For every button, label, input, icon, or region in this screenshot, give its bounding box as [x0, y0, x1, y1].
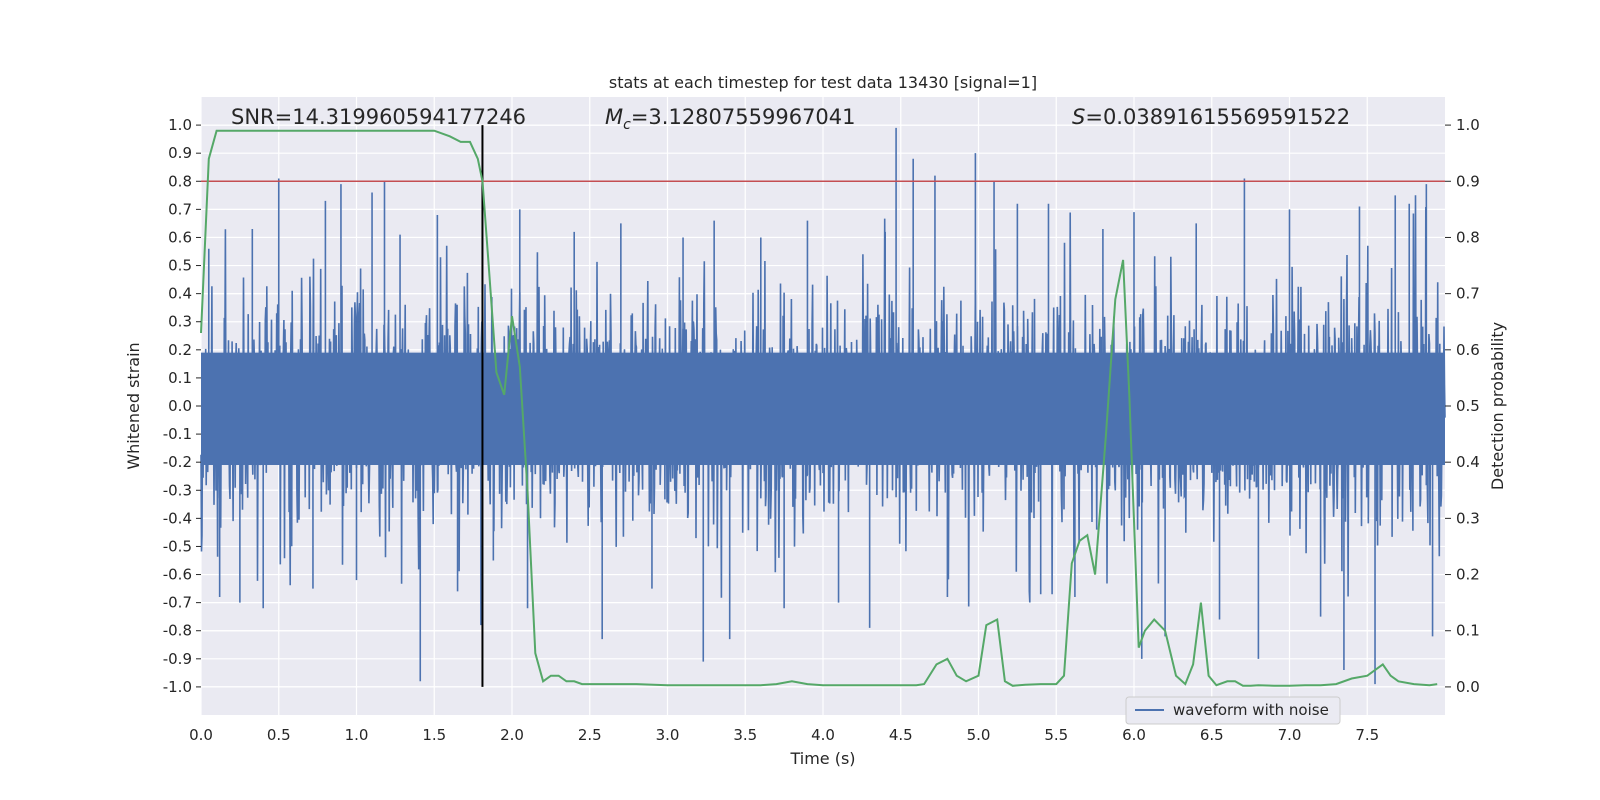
- y-tick-label-left: 0.4: [168, 285, 192, 303]
- y-tick-label-right: 0.9: [1456, 172, 1480, 190]
- x-tick-label: 1.0: [345, 726, 369, 744]
- snr-annotation: SNR=14.319960594177246: [231, 105, 526, 129]
- y-tick-label-right: 1.0: [1456, 116, 1480, 134]
- s-annotation: S=0.03891615569591522: [1072, 105, 1350, 129]
- y-tick-label-left: 0.3: [168, 313, 192, 331]
- x-tick-label: 5.0: [967, 726, 991, 744]
- x-tick-label: 6.0: [1122, 726, 1146, 744]
- waveform-core-band: [201, 352, 1445, 465]
- detection-probability-line: [200, 129, 1438, 687]
- y-tick-label-left: -0.8: [163, 622, 192, 640]
- legend: waveform with noise: [1125, 696, 1341, 725]
- y-tick-label-right: 0.0: [1456, 678, 1480, 696]
- y-tick-label-left: -0.4: [163, 509, 192, 527]
- y-tick-label-right: 0.6: [1456, 341, 1480, 359]
- y-tick-label-left: 0.7: [168, 200, 192, 218]
- mc-value: =3.12807559967041: [631, 105, 856, 129]
- x-tick-label: 3.0: [656, 726, 680, 744]
- y-tick-label-left: 0.1: [168, 369, 192, 387]
- y-tick-label-left: -0.2: [163, 453, 192, 471]
- mc-subscript: c: [623, 117, 631, 133]
- y-tick-label-left: -0.5: [163, 537, 192, 555]
- x-tick-label: 6.5: [1200, 726, 1224, 744]
- y-tick-label-right: 0.4: [1456, 453, 1480, 471]
- y-tick-label-left: 0.9: [168, 144, 192, 162]
- y-axis-label-left: Whitened strain: [124, 342, 143, 469]
- y-tick-label-left: -0.9: [163, 650, 192, 668]
- y-tick-label-left: 0.5: [168, 257, 192, 275]
- waveform-series: [200, 127, 1446, 685]
- x-tick-label: 2.5: [578, 726, 602, 744]
- x-tick-label: 4.0: [811, 726, 835, 744]
- x-tick-label: 1.5: [422, 726, 446, 744]
- y-tick-label-left: 1.0: [168, 116, 192, 134]
- y-tick-label-right: 0.2: [1456, 566, 1480, 584]
- y-tick-label-left: 0.8: [168, 172, 192, 190]
- x-tick-label: 0.0: [189, 726, 213, 744]
- x-tick-label: 3.5: [733, 726, 757, 744]
- y-tick-label-right: 0.8: [1456, 228, 1480, 246]
- y-tick-label-left: 0.2: [168, 341, 192, 359]
- mc-symbol: M: [605, 105, 623, 129]
- x-tick-label: 4.5: [889, 726, 913, 744]
- y-tick-label-left: -0.6: [163, 566, 192, 584]
- x-tick-label: 7.5: [1355, 726, 1379, 744]
- y-tick-label-left: 0.0: [168, 397, 192, 415]
- y-tick-label-right: 0.1: [1456, 622, 1480, 640]
- y-tick-label-left: -0.1: [163, 425, 192, 443]
- x-axis-label: Time (s): [789, 749, 855, 768]
- chart-title: stats at each timestep for test data 134…: [609, 73, 1037, 92]
- y-tick-label-right: 0.5: [1456, 397, 1480, 415]
- s-value: =0.03891615569591522: [1085, 105, 1350, 129]
- y-axis-label-right: Detection probability: [1488, 322, 1507, 490]
- y-tick-label-left: 0.6: [168, 228, 192, 246]
- legend-box: [1125, 696, 1341, 725]
- y-tick-label-left: -1.0: [163, 678, 192, 696]
- y-tick-label-right: 0.3: [1456, 509, 1480, 527]
- x-tick-label: 7.0: [1278, 726, 1302, 744]
- axes: 0.0 0.5 1.0 1.5 2.0 2.5 3.0 3.5 4.0 4.5 5.0 5.5 6.0 6…: [163, 116, 1480, 744]
- x-tick-label: 0.5: [267, 726, 291, 744]
- y-tick-label-left: -0.3: [163, 481, 192, 499]
- s-symbol: S: [1072, 105, 1085, 129]
- mc-annotation: Mc=3.12807559967041: [605, 105, 856, 133]
- overlays: [200, 125, 1445, 687]
- y-tick-label-right: 0.7: [1456, 285, 1480, 303]
- legend-label-waveform: waveform with noise: [1173, 701, 1329, 719]
- y-tick-label-left: -0.7: [163, 594, 192, 612]
- x-tick-label: 5.5: [1044, 726, 1068, 744]
- x-tick-label: 2.0: [500, 726, 524, 744]
